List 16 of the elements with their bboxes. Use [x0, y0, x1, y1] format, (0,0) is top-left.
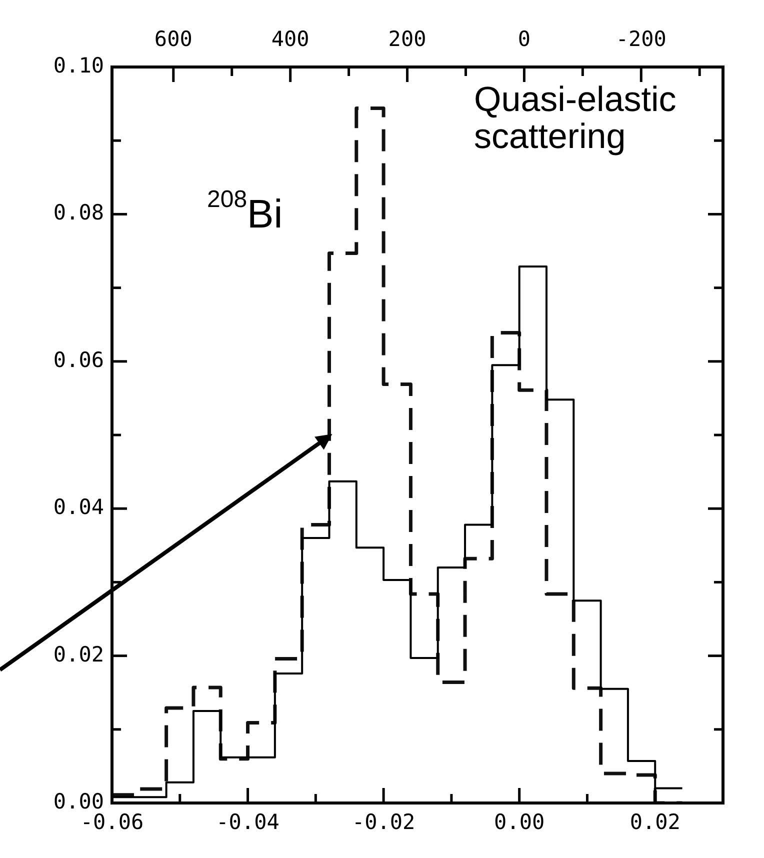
- annotation: Quasi-elastic scattering: [474, 80, 676, 156]
- x2-tick-label: 200: [388, 26, 426, 51]
- annotation: $^{208}$Bi: [207, 186, 283, 236]
- x-tick-label: 0.00: [494, 810, 545, 834]
- y-tick-label: 0.04: [53, 495, 104, 520]
- y-tick-label: 0.08: [53, 200, 104, 225]
- y-tick-label: 0.10: [53, 53, 104, 78]
- y-tick-label: 0.02: [53, 642, 104, 666]
- x-tick-label: -0.02: [352, 810, 416, 834]
- x-tick-label: 0.02: [630, 810, 680, 834]
- y-tick-label: 0.06: [53, 348, 104, 372]
- x2-tick-label: 600: [154, 26, 192, 51]
- x-tick-label: -0.04: [216, 810, 280, 834]
- x2-tick-label: 0: [518, 26, 531, 51]
- x2-tick-label: -200: [616, 26, 666, 51]
- x2-tick-label: 400: [271, 26, 310, 51]
